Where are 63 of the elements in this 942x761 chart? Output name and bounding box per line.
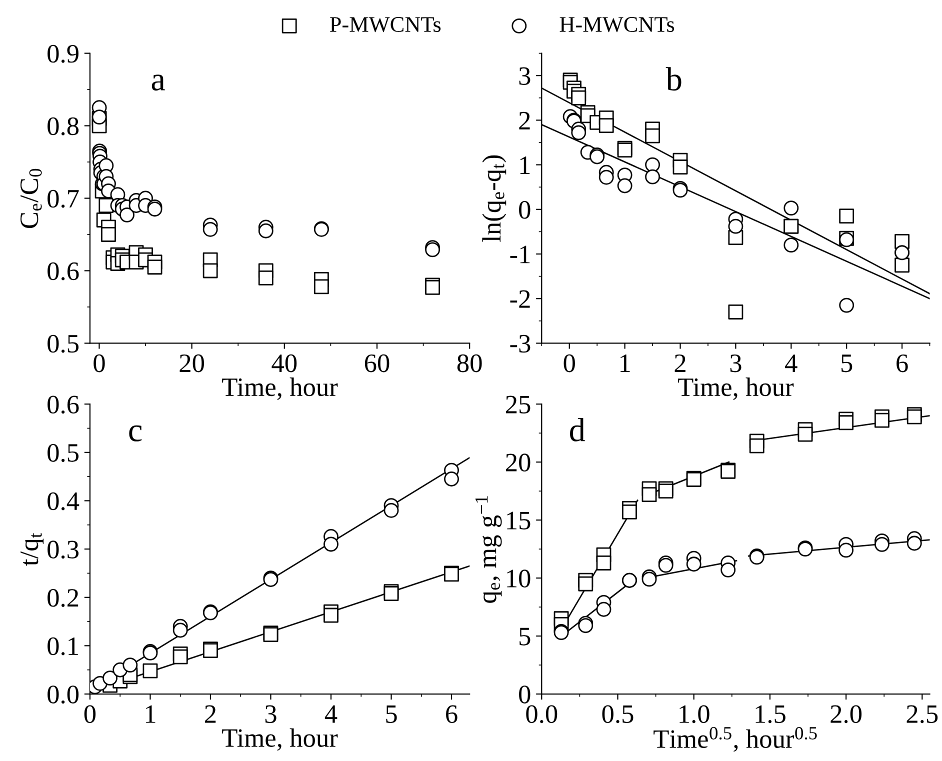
y-tick-label: -2: [510, 290, 530, 308]
x-tick-label: 2.0: [830, 705, 862, 724]
y-tick-label: 0.5: [48, 334, 79, 353]
x-tick-label: 60: [364, 354, 390, 372]
annotation: c: [129, 425, 142, 442]
annotation: b: [666, 67, 682, 91]
y-tick-label: 10: [507, 570, 530, 588]
x-tick-label: 0: [84, 705, 96, 724]
legend-label: P-MWCNTs: [330, 17, 441, 32]
x-tick-label: 6: [896, 354, 908, 372]
y-tick-label: 0.4: [48, 492, 80, 510]
x-axis-title: Time, hour: [222, 728, 338, 751]
x-tick-label: 0: [564, 354, 575, 372]
y-tick-label: 0.8: [48, 117, 79, 136]
x-tick-label: 20: [180, 354, 204, 372]
x-tick-label: 4: [324, 705, 338, 723]
x-tick-label: 1.0: [680, 705, 710, 724]
y-tick-label: 20: [506, 454, 530, 472]
x-tick-label: 4: [785, 354, 798, 372]
y-tick-label: 0: [519, 686, 530, 704]
y-tick-label: 0: [519, 201, 530, 219]
y-axis-title: t/q$_{t}$: [20, 532, 44, 566]
x-axis-title: Time$^{0.5}$, hour$^{0.5}$: [654, 726, 817, 752]
y-axis-title: q$_{e}$, mg g$^{−1}$: [475, 496, 502, 603]
y-tick-label: 25: [506, 396, 530, 414]
y-tick-label: 0.7: [48, 190, 79, 208]
y-tick-label: 1: [520, 156, 530, 174]
y-tick-label: 0.1: [48, 637, 78, 656]
y-tick-label: 3: [519, 67, 530, 85]
x-axis-title: Time, hour: [222, 378, 338, 400]
y-tick-label: 15: [507, 512, 530, 530]
y-tick-label: 5: [520, 628, 530, 646]
x-tick-label: 1: [146, 705, 156, 723]
x-tick-label: 1: [620, 354, 630, 372]
annotation: a: [152, 74, 166, 91]
y-tick-label: 0.6: [48, 396, 79, 414]
y-tick-label: 0.9: [48, 44, 78, 63]
x-tick-label: 0.5: [602, 705, 634, 724]
x-tick-label: 2: [674, 354, 686, 372]
y-tick-label: 2: [519, 112, 530, 130]
x-tick-label: 40: [272, 354, 297, 372]
x-tick-label: 80: [457, 354, 482, 372]
annotation: d: [570, 418, 586, 442]
y-tick-label: 0.6: [48, 262, 79, 280]
y-tick-label: 0.0: [48, 686, 79, 704]
x-tick-label: 1.5: [756, 705, 786, 724]
x-tick-label: 3: [730, 354, 742, 372]
x-tick-label: 3: [265, 705, 276, 724]
x-tick-label: 5: [386, 705, 397, 724]
y-tick-label: -1: [510, 246, 530, 264]
x-tick-label: 5: [842, 354, 852, 372]
legend-label: H-MWCNTs: [560, 17, 674, 32]
y-tick-label: 0.2: [48, 588, 78, 607]
y-tick-label: 0.3: [48, 540, 79, 559]
x-axis-title: Time, hour: [678, 378, 794, 400]
y-tick-label: -3: [510, 334, 530, 353]
y-tick-label: 0.5: [48, 444, 79, 462]
x-tick-label: 6: [446, 705, 458, 724]
y-axis-title: ln(q$_{e}$-q$_{t}$): [482, 155, 506, 242]
x-tick-label: 2: [205, 705, 216, 723]
y-axis-title: C$_{e}$/C$_{0}$: [20, 168, 42, 228]
x-tick-label: 2.5: [906, 705, 938, 724]
x-tick-label: 0: [94, 354, 105, 372]
